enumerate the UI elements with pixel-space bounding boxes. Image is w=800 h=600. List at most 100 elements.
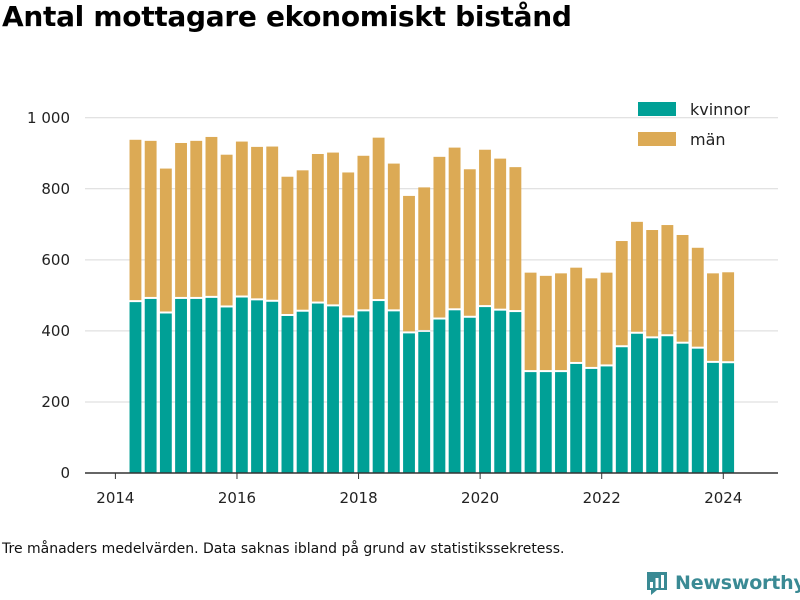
bar-man [661,225,674,335]
bar-kvinnor [555,372,567,473]
bar-man [327,152,339,305]
bar-man [433,156,446,318]
bar-man [646,230,659,337]
bar-kvinnor [144,298,157,473]
bar-kvinnor [129,302,142,473]
bar-kvinnor [676,343,689,473]
bar-kvinnor [327,306,339,473]
legend-swatch-man [638,132,676,146]
bar-man [220,154,233,306]
bar-man [691,247,704,347]
bar-man [175,142,187,297]
page-title: Antal mottagare ekonomiskt bistånd [2,0,572,33]
bar-man [205,136,218,296]
bar-kvinnor [585,368,598,473]
footnote: Tre månaders medelvärden. Data saknas ib… [2,541,565,557]
bar-kvinnor [631,333,643,473]
bar-kvinnor [448,310,461,473]
bar-man [555,273,567,371]
bar-man [311,153,324,302]
bar-kvinnor [524,372,537,473]
grid-lines [85,117,778,403]
bar-man [372,137,385,300]
bar-kvinnor [387,311,400,473]
bar-kvinnor [357,311,370,473]
bar-man [722,272,735,362]
bar-man [600,272,613,365]
brand-name: Newsworthy [675,572,800,594]
bar-kvinnor [722,363,735,473]
bar-kvinnor [463,317,476,473]
bar-kvinnor [509,312,522,473]
bar-man [676,234,689,342]
bar-kvinnor [281,315,294,473]
x-tick-label: 2020 [461,489,499,507]
bar-kvinnor [600,366,613,473]
bar-man [448,147,461,309]
bar-man [418,187,431,330]
bar-kvinnor [661,336,674,473]
bar-man [159,168,172,312]
y-tick-label: 1 000 [27,109,70,127]
bar-man [494,158,507,309]
bar-kvinnor [479,307,491,473]
newsworthy-logo-icon [647,572,667,595]
x-tick-label: 2018 [339,489,377,507]
bar-man [144,140,157,297]
y-tick-label: 0 [60,464,70,482]
bar-kvinnor [190,298,203,473]
bar-kvinnor [646,338,659,473]
brand-logo[interactable]: Newsworthy [645,568,800,598]
bar-kvinnor [403,333,415,473]
x-tick-label: 2022 [583,489,621,507]
bar-kvinnor [159,313,172,473]
bar-man [296,170,309,310]
legend-swatch-kvinnor [638,102,676,116]
y-tick-label: 800 [41,180,70,198]
bar-kvinnor [175,298,187,473]
bar-man [281,176,294,314]
x-tick-label: 2024 [704,489,742,507]
bar-man [463,169,476,316]
bar-kvinnor [433,319,446,473]
bar-man [479,149,491,306]
bar-kvinnor [418,331,431,473]
bar-kvinnor [342,317,355,473]
bar-man [509,167,522,311]
bar-man [190,140,203,297]
bar-kvinnor [372,301,385,473]
bar-man [585,278,598,367]
bar-kvinnor [266,301,279,473]
bar-kvinnor [615,347,628,473]
x-tick-label: 2016 [218,489,256,507]
bar-kvinnor [691,348,704,473]
bar-kvinnor [707,362,719,473]
bar-series [129,136,735,473]
bar-kvinnor [311,303,324,473]
y-tick-label: 200 [41,393,70,411]
bar-man [387,163,400,310]
bar-man [266,146,279,300]
bar-man [539,275,552,371]
bar-man [251,146,263,299]
axes: 0 200 400 600 800 1 000 2014 2016 2018 2020 2022 20… [27,109,778,507]
bar-man [357,155,370,310]
bar-man [570,267,583,362]
bar-kvinnor [296,311,309,473]
bar-kvinnor [494,310,507,473]
bar-man [235,141,248,296]
bar-man [524,272,537,371]
y-tick-label: 600 [41,251,70,269]
bar-man [403,195,415,332]
bar-kvinnor [205,297,218,473]
legend-label-man: män [690,130,726,149]
bar-kvinnor [251,300,263,473]
bar-man [707,273,719,361]
x-tick-label: 2014 [96,489,134,507]
bar-kvinnor [570,363,583,473]
bar-kvinnor [220,307,233,473]
bar-man [129,139,142,301]
y-tick-label: 400 [41,322,70,340]
bar-man [631,221,643,332]
